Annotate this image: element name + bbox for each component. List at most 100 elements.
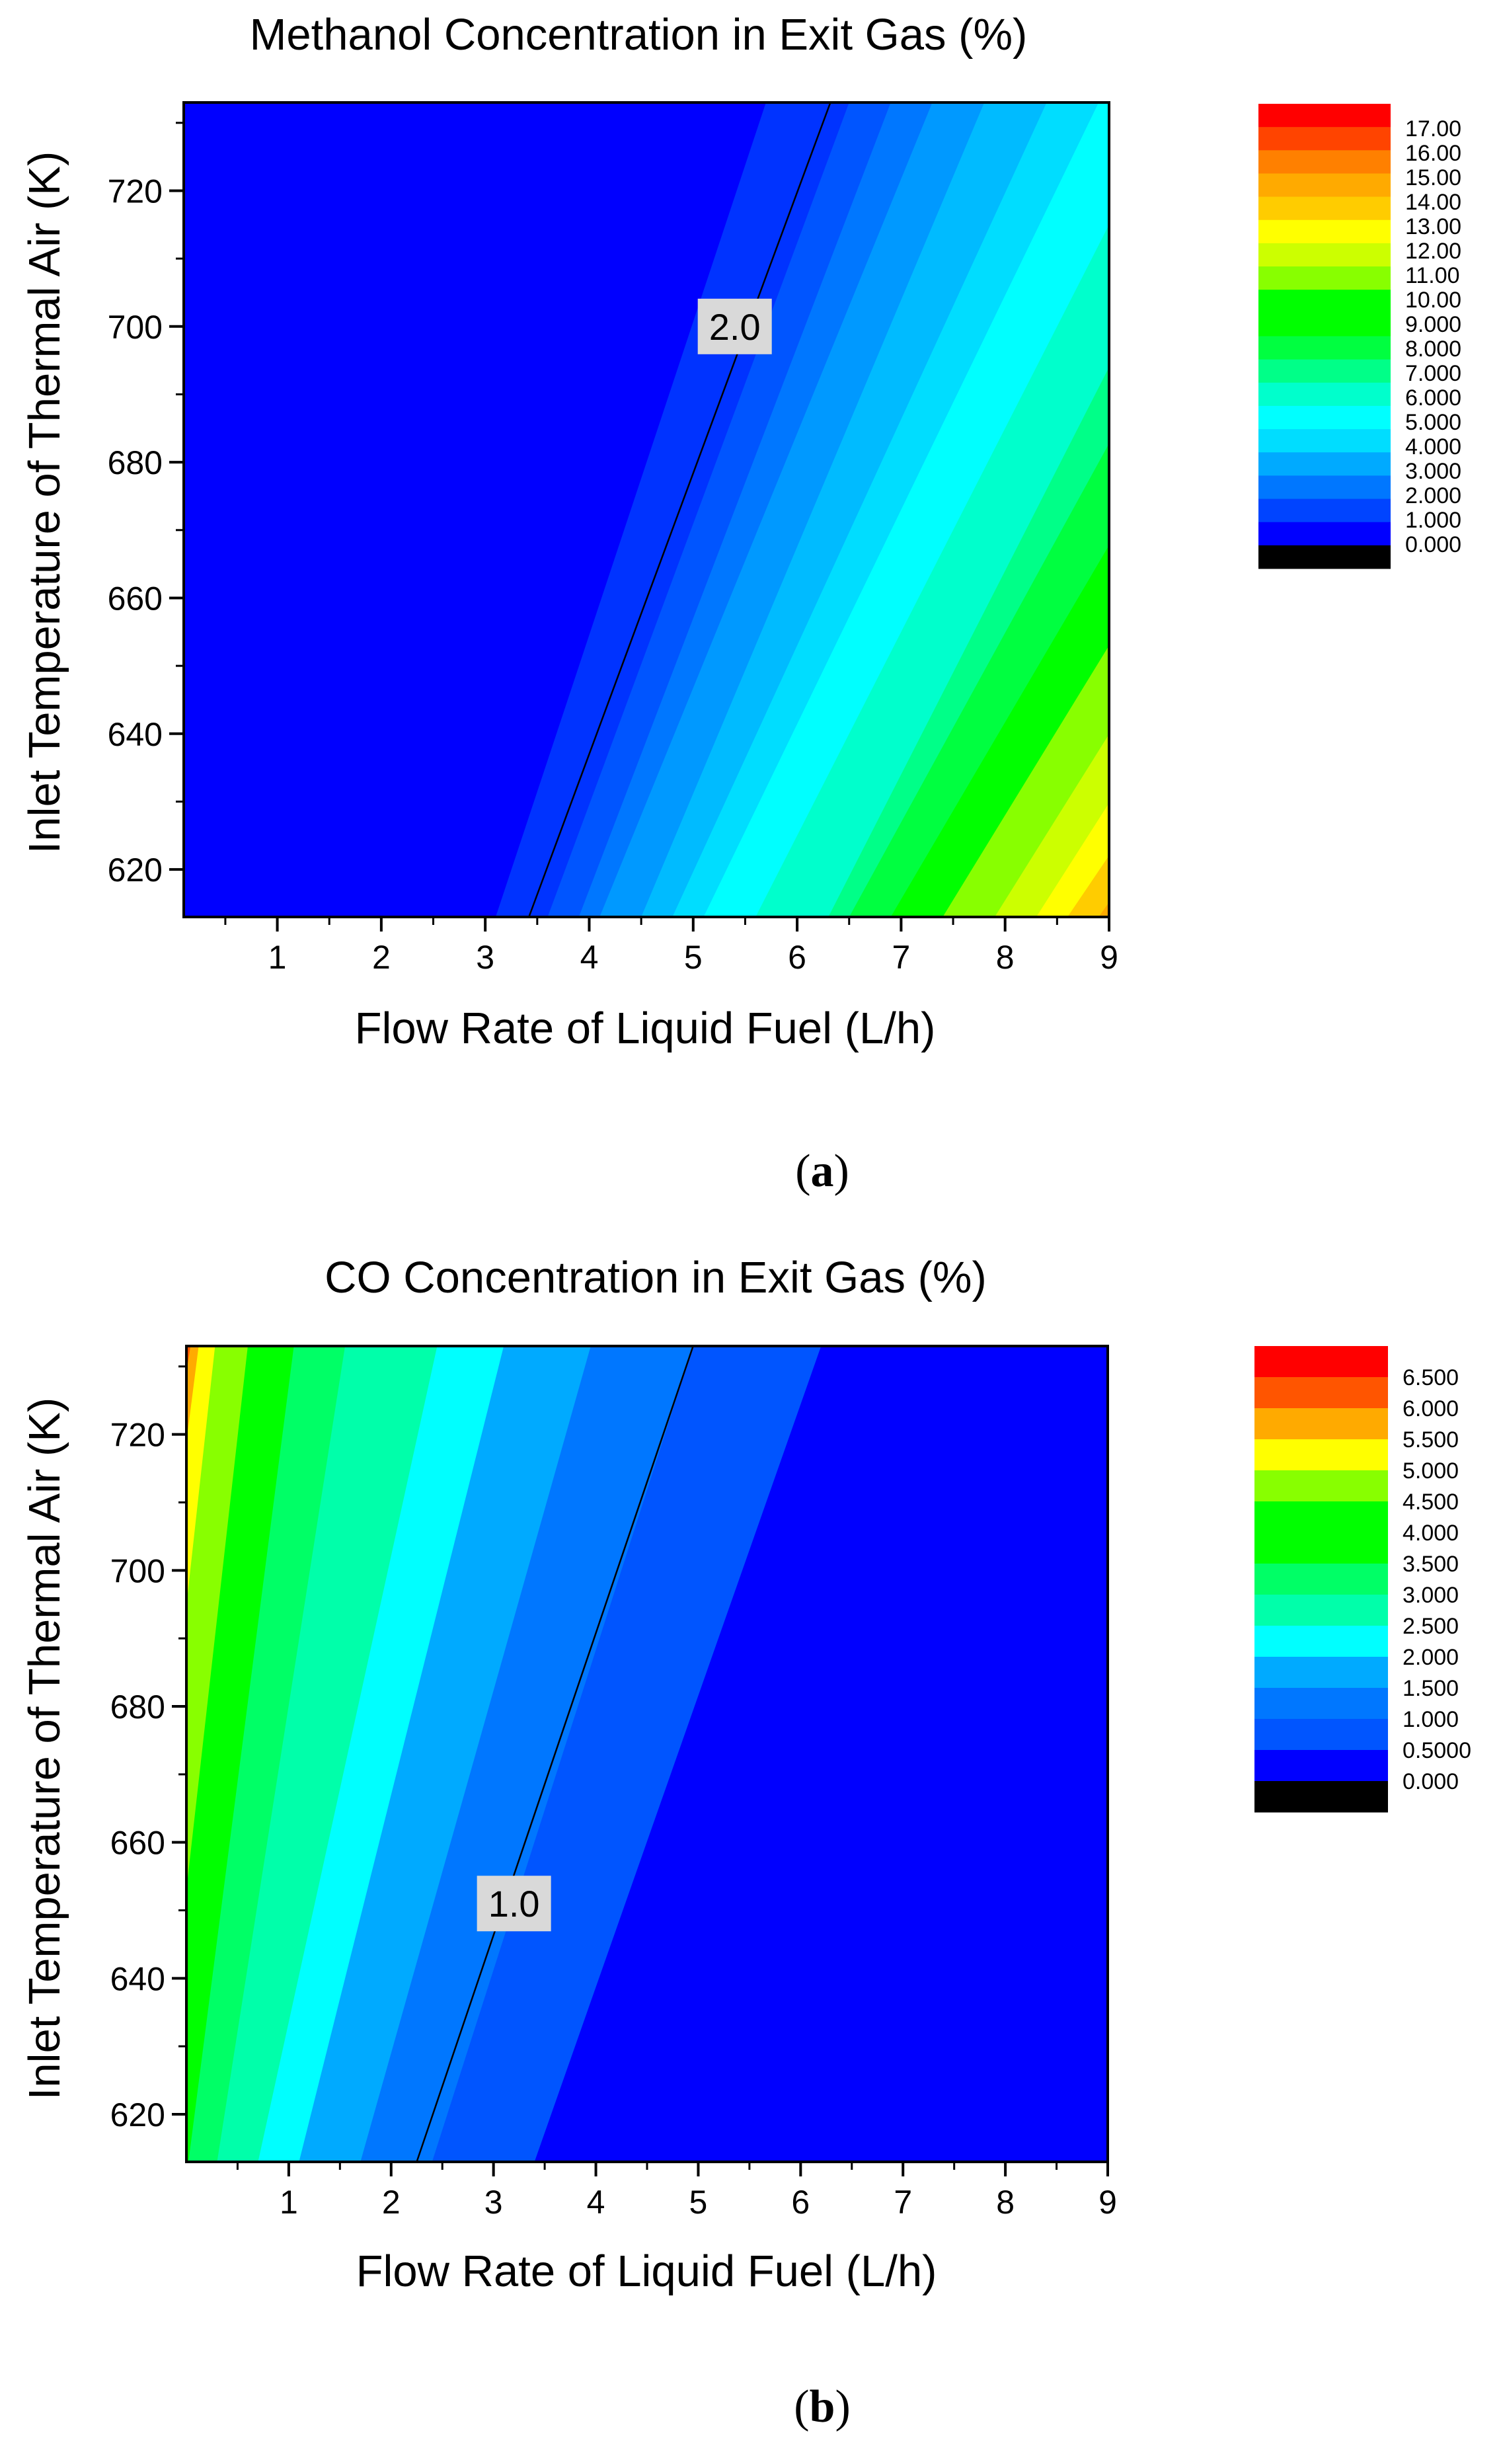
x-tick-label: 2 [372, 939, 391, 976]
contour-label-box [477, 1876, 551, 1932]
x-tick-label: 8 [996, 939, 1015, 976]
contour-plot [184, 102, 1109, 917]
y-tick-label: 720 [110, 1417, 165, 1454]
legend-swatch [1258, 545, 1391, 569]
legend-swatch [1258, 336, 1391, 360]
legend-label: 3.000 [1405, 459, 1461, 484]
legend-label: 2.500 [1403, 1614, 1459, 1639]
legend-label: 2.000 [1403, 1645, 1459, 1670]
contour-label: 2.0 [709, 306, 761, 348]
legend-swatch [1254, 1750, 1388, 1782]
contour-line-group: 2.0 [528, 102, 831, 918]
y-axis-label: Inlet Temperature of Thermal Air (K) [20, 151, 69, 854]
legend-label: 11.00 [1405, 263, 1460, 288]
legend-label: 6.000 [1405, 385, 1461, 411]
legend-swatch [1254, 1377, 1388, 1409]
contour-band [1067, 855, 1109, 917]
x-tick-label: 7 [892, 939, 910, 976]
x-tick-label: 5 [689, 2184, 708, 2221]
legend-label: 17.00 [1405, 116, 1461, 141]
y-tick-label: 640 [108, 716, 163, 753]
contour-band [1098, 902, 1109, 917]
contour-label-box [697, 298, 772, 354]
x-tick-label: 8 [996, 2184, 1015, 2221]
legend-label: 6.500 [1403, 1365, 1459, 1390]
legend-label: 1.000 [1405, 508, 1461, 533]
x-tick-label: 4 [587, 2184, 605, 2221]
chart-title: CO Concentration in Exit Gas (%) [325, 1253, 987, 1302]
legend-label: 1.000 [1403, 1707, 1459, 1732]
legend-swatch [1254, 1346, 1388, 1378]
x-tick-label: 1 [268, 939, 287, 976]
color-legend: 6.500 6.000 5.500 5.000 4.500 4.000 3.500 3.000… [1254, 1346, 1471, 1813]
legend-swatch [1258, 104, 1391, 128]
axes: 1 2 3 4 5 6 7 8 9 620 640 660 680 700 720 [110, 1345, 1117, 2221]
color-legend: 17.0016.0015.0014.0013.0012.0011.0010.00… [1258, 104, 1461, 569]
legend-swatch [1258, 127, 1391, 151]
legend-swatch [1258, 498, 1391, 523]
legend-label: 0.000 [1405, 532, 1461, 557]
x-tick-label: 3 [484, 2184, 503, 2221]
y-tick-label: 660 [108, 580, 163, 617]
contour-band [186, 1346, 215, 1606]
legend-swatch [1254, 1595, 1388, 1626]
legend-swatch [1254, 1470, 1388, 1502]
co-panel: CO Concentration in Exit Gas (%) 1.0 1 2 3… [20, 1253, 1471, 2432]
y-tick-label: 620 [108, 852, 163, 889]
legend-swatch [1258, 405, 1391, 430]
legend-label: 5.500 [1403, 1427, 1459, 1452]
legend-label: 4.500 [1403, 1490, 1459, 1515]
y-tick-label: 700 [108, 309, 163, 346]
legend-label: 5.000 [1403, 1458, 1459, 1484]
legend-label: 15.00 [1405, 165, 1461, 190]
subfigure-letter: b [810, 2381, 835, 2432]
legend-swatch [1254, 1719, 1388, 1751]
legend-swatch [1258, 382, 1391, 407]
legend-swatch [1258, 219, 1391, 244]
subfigure-label: (a) [795, 1146, 849, 1197]
legend-swatch [1258, 313, 1391, 337]
x-tick-label: 1 [280, 2184, 298, 2221]
legend-swatch [1254, 1657, 1388, 1689]
legend-label: 0.5000 [1403, 1738, 1471, 1763]
legend-label: 13.00 [1405, 214, 1461, 239]
legend-swatch [1254, 1439, 1388, 1471]
legend-label: 8.000 [1405, 337, 1461, 362]
legend-label: 14.00 [1405, 190, 1461, 215]
x-tick-label: 5 [684, 939, 703, 976]
legend-label: 7.000 [1405, 361, 1461, 386]
plot-frame [182, 101, 1110, 918]
legend-label: 16.00 [1405, 141, 1461, 166]
legend-swatch [1254, 1501, 1388, 1533]
contour-band [186, 1346, 248, 1890]
y-axis-label: Inlet Temperature of Thermal Air (K) [20, 1398, 69, 2100]
legend-swatch [1258, 452, 1391, 476]
subfigure-label: (b) [794, 2381, 851, 2432]
x-tick-label: 6 [791, 2184, 810, 2221]
legend-label: 4.000 [1403, 1521, 1459, 1546]
y-tick-label: 660 [110, 1825, 165, 1862]
methanol-panel: Methanol Concentration in Exit Gas (%) 2… [20, 10, 1461, 1197]
contour-line-group: 1.0 [416, 1345, 694, 2163]
legend-swatch [1254, 1781, 1388, 1813]
legend-label: 12.00 [1405, 239, 1461, 264]
contour-label: 1.0 [488, 1883, 540, 1925]
legend-label: 2.000 [1405, 483, 1461, 508]
legend-label: 9.000 [1405, 312, 1461, 337]
legend-label: 5.000 [1405, 410, 1461, 435]
contour-band [186, 1346, 199, 1443]
legend-swatch [1258, 173, 1391, 198]
y-tick-label: 720 [108, 173, 163, 210]
legend-swatch [1254, 1564, 1388, 1595]
legend-label: 6.000 [1403, 1396, 1459, 1421]
legend-label: 3.500 [1403, 1552, 1459, 1577]
x-tick-label: 6 [788, 939, 806, 976]
y-tick-label: 640 [110, 1960, 165, 1997]
x-tick-label: 3 [476, 939, 494, 976]
contour-line [416, 1345, 694, 2163]
x-axis-label: Flow Rate of Liquid Fuel (L/h) [356, 2246, 937, 2296]
x-tick-label: 9 [1098, 2184, 1117, 2221]
legend-swatch [1258, 243, 1391, 267]
chart-title: Methanol Concentration in Exit Gas (%) [250, 10, 1028, 60]
